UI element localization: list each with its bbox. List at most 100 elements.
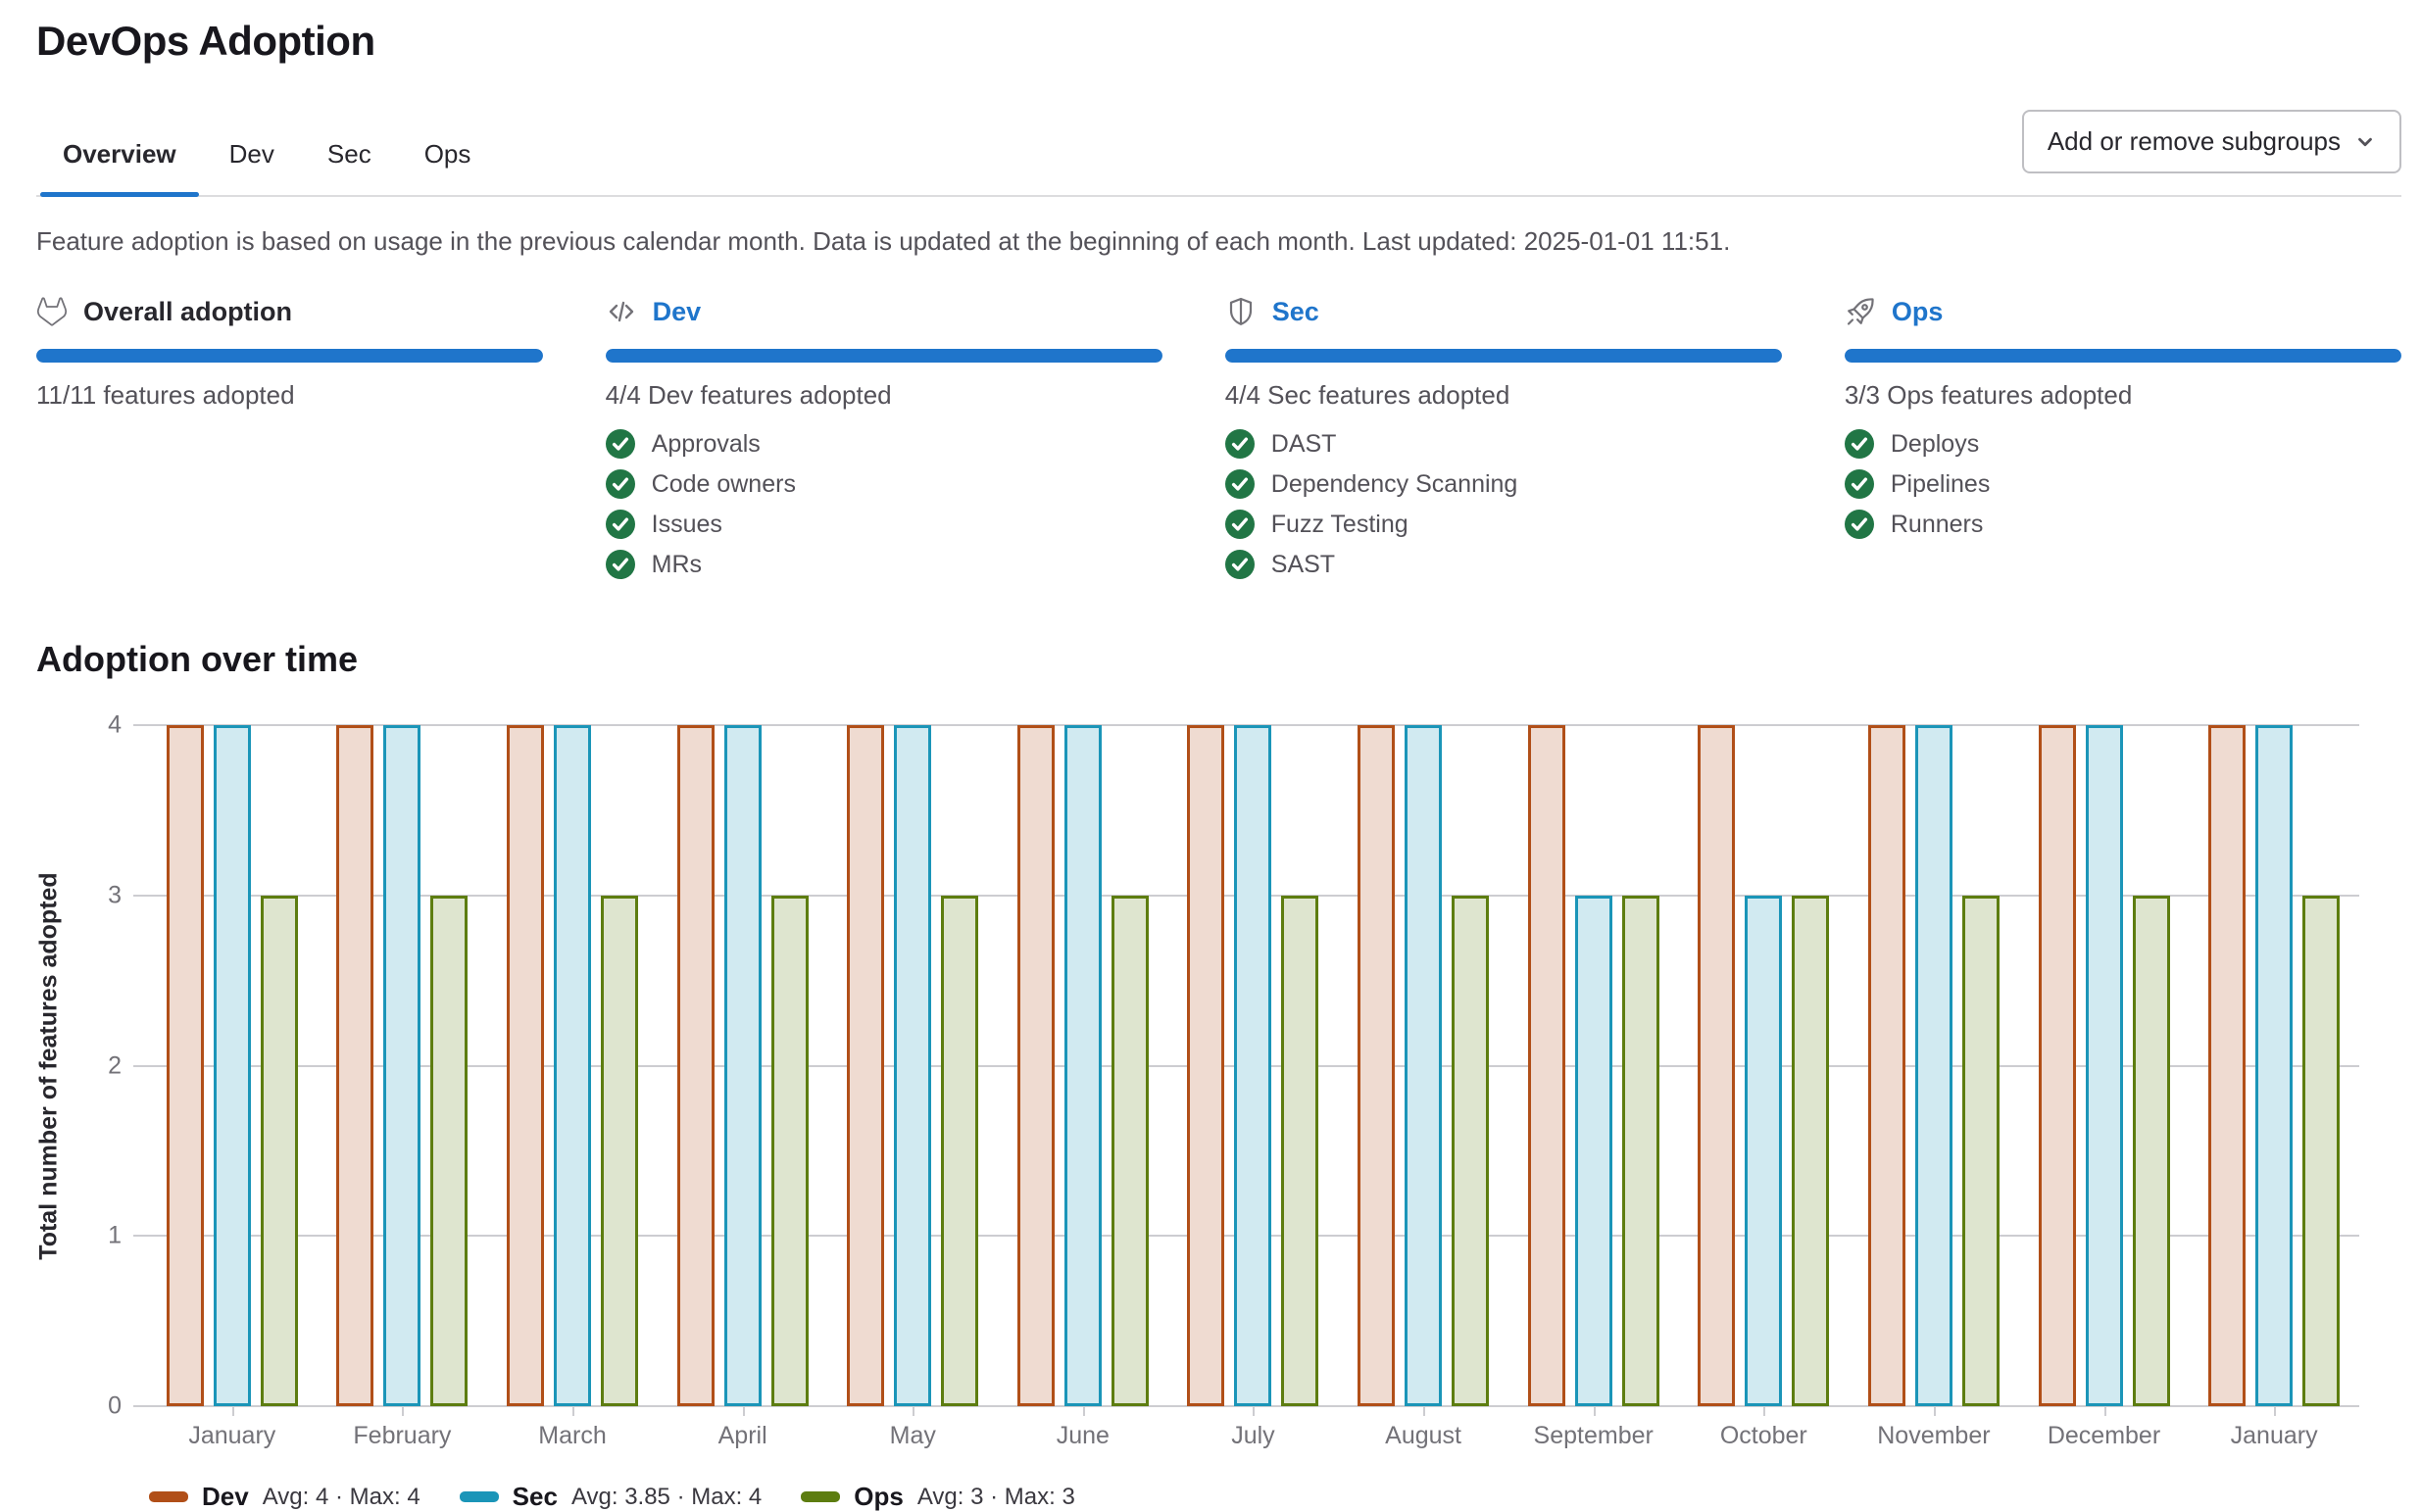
bar-ops-may-4[interactable]: [941, 895, 979, 1406]
x-label-october-9: October: [1719, 1422, 1807, 1449]
bar-ops-august-7[interactable]: [1452, 895, 1490, 1406]
bar-ops-november-10[interactable]: [1961, 895, 2000, 1406]
bar-sec-july-6[interactable]: [1234, 725, 1272, 1406]
legend-name: Sec: [512, 1482, 558, 1511]
tab-overview[interactable]: Overview: [36, 127, 203, 197]
bar-dev-july-6[interactable]: [1187, 725, 1225, 1406]
tabs-row: Overview Dev Sec Ops Add or remove subgr…: [36, 110, 2401, 197]
legend-name: Ops: [854, 1482, 904, 1511]
month-group-june-5: [998, 725, 1168, 1416]
month-group-may-4: [827, 725, 998, 1416]
bar-ops-july-6[interactable]: [1281, 895, 1319, 1406]
bar-dev-october-9[interactable]: [1698, 725, 1736, 1406]
feature-item-fuzz-testing: Fuzz Testing: [1224, 509, 1782, 540]
bar-sec-april-3[interactable]: [723, 725, 762, 1406]
card-title-ops[interactable]: Ops: [1891, 296, 1944, 326]
bar-sec-january-0[interactable]: [213, 725, 251, 1406]
bar-sec-august-7[interactable]: [1405, 725, 1443, 1406]
bar-sec-january-12[interactable]: [2255, 725, 2294, 1406]
tab-sec[interactable]: Sec: [326, 139, 371, 169]
month-group-august-7: [1338, 725, 1508, 1416]
x-label-march-2: March: [538, 1422, 607, 1449]
month-group-april-3: [658, 725, 828, 1416]
bar-ops-october-9[interactable]: [1792, 895, 1830, 1406]
feature-label: MRs: [651, 550, 703, 578]
bar-ops-june-5[interactable]: [1111, 895, 1149, 1406]
month-group-december-11: [2019, 725, 2190, 1416]
legend-name: Dev: [202, 1482, 249, 1511]
tanuki-icon: [36, 297, 68, 326]
month-group-october-9: [1678, 725, 1849, 1416]
y-axis-label: Total number of features adopted: [34, 871, 63, 1260]
check-circle-icon: [605, 510, 635, 539]
legend-item-sec[interactable]: Sec Avg: 3.85 · Max: 4: [459, 1482, 762, 1512]
bar-ops-january-12[interactable]: [2302, 895, 2341, 1406]
add-or-remove-subgroups-label: Add or remove subgroups: [2047, 126, 2341, 156]
bar-dev-june-5[interactable]: [1016, 725, 1055, 1406]
bar-dev-april-3[interactable]: [676, 725, 715, 1406]
adoption-progress-track: [605, 349, 1162, 363]
bar-sec-december-11[interactable]: [2085, 725, 2123, 1406]
chart-section-title: Adoption over time: [36, 639, 359, 679]
bar-dev-may-4[interactable]: [847, 725, 885, 1406]
bar-ops-march-2[interactable]: [601, 895, 639, 1406]
bar-dev-january-0[interactable]: [166, 725, 204, 1406]
bar-ops-december-11[interactable]: [2132, 895, 2170, 1406]
adoption-progress-track: [1224, 349, 1782, 363]
bar-sec-may-4[interactable]: [894, 725, 932, 1406]
x-tick: [913, 1406, 915, 1416]
x-label-february-1: February: [353, 1422, 452, 1449]
x-tick: [1082, 1406, 1085, 1416]
bar-sec-november-10[interactable]: [1914, 725, 1952, 1406]
rocket-icon: [1847, 298, 1874, 325]
tab-ops[interactable]: Ops: [423, 139, 471, 169]
check-circle-icon: [1224, 510, 1255, 539]
bar-sec-june-5[interactable]: [1063, 725, 1102, 1406]
legend-stats: Avg: 3 · Max: 3: [916, 1483, 1075, 1510]
feature-label: Approvals: [651, 429, 761, 458]
legend-item-ops[interactable]: Ops Avg: 3 · Max: 3: [801, 1482, 1075, 1512]
month-group-january-0: [147, 725, 318, 1416]
bar-dev-january-12[interactable]: [2208, 725, 2247, 1406]
feature-label: Issues: [651, 510, 722, 538]
y-tick-1: 1: [108, 1221, 122, 1249]
x-tick: [402, 1406, 405, 1416]
feature-item-pipelines: Pipelines: [1844, 468, 2401, 500]
feature-label: Pipelines: [1890, 469, 1991, 498]
legend-item-dev[interactable]: Dev Avg: 4 · Max: 4: [149, 1482, 420, 1512]
x-label-september-8: September: [1533, 1422, 1654, 1449]
bar-ops-february-1[interactable]: [430, 895, 469, 1406]
feature-item-mrs: MRs: [605, 549, 1162, 580]
bar-dev-august-7[interactable]: [1358, 725, 1396, 1406]
bar-dev-march-2[interactable]: [507, 725, 545, 1406]
x-tick: [1933, 1406, 1936, 1416]
feature-label: Runners: [1890, 510, 1984, 538]
tab-dev[interactable]: Dev: [228, 139, 274, 169]
check-circle-icon: [605, 469, 635, 499]
x-label-january-12: January: [2230, 1422, 2318, 1449]
bar-sec-march-2[interactable]: [554, 725, 592, 1406]
bar-sec-february-1[interactable]: [383, 725, 421, 1406]
adoption-cards: Overall adoption 11/11 features adopted De…: [36, 296, 2401, 580]
card-title-sec[interactable]: Sec: [1271, 296, 1319, 326]
legend-swatch-sec: [459, 1491, 499, 1502]
bar-dev-november-10[interactable]: [1867, 725, 1905, 1406]
adoption-card-ops: Ops 3/3 Ops features adopted Deploys Pipeli…: [1844, 296, 2401, 580]
bar-ops-january-0[interactable]: [260, 895, 298, 1406]
bar-dev-september-8[interactable]: [1527, 725, 1565, 1406]
card-title-dev[interactable]: Dev: [652, 296, 702, 326]
add-or-remove-subgroups-button[interactable]: Add or remove subgroups: [2021, 110, 2401, 173]
check-circle-icon: [1224, 550, 1255, 579]
x-tick: [2274, 1406, 2277, 1416]
bar-dev-december-11[interactable]: [2038, 725, 2076, 1406]
bar-sec-october-9[interactable]: [1745, 895, 1783, 1406]
bar-ops-april-3[interactable]: [770, 895, 809, 1406]
bar-dev-february-1[interactable]: [336, 725, 374, 1406]
bar-sec-september-8[interactable]: [1574, 895, 1612, 1406]
check-circle-icon: [1844, 510, 1874, 539]
adoption-progress-fill: [36, 349, 543, 363]
feature-item-runners: Runners: [1844, 509, 2401, 540]
bar-ops-september-8[interactable]: [1621, 895, 1659, 1406]
card-header: Ops: [1845, 296, 2401, 327]
month-group-september-8: [1508, 725, 1679, 1416]
